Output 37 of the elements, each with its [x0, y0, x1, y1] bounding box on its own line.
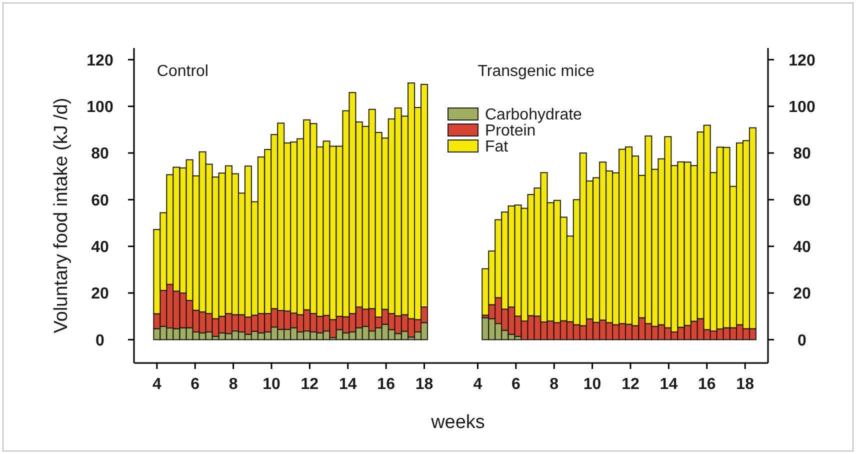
y-tick-label: 0 [96, 332, 105, 350]
legend-label: Fat [485, 138, 509, 156]
x-tick-label: 16 [377, 376, 396, 393]
y-tick-label: 40 [91, 238, 109, 256]
x-tick-label: 4 [473, 376, 482, 393]
y2-tick-label: 80 [793, 146, 811, 163]
y-tick-label: 100 [86, 98, 114, 116]
y2-tick-label: 40 [793, 238, 811, 256]
y-tick-label: 60 [91, 192, 109, 210]
x-tick-label: 6 [190, 376, 200, 393]
y2-tick-label: 120 [788, 52, 816, 70]
x-tick-label: 16 [698, 376, 716, 393]
x-tick-label: 18 [415, 376, 434, 393]
x-tick-label: 6 [511, 376, 520, 393]
x-tick-label: 18 [736, 376, 754, 393]
y2-tick-label: 100 [788, 98, 816, 116]
legend-label: Carbohydrate [485, 106, 582, 124]
x-tick-label: 10 [262, 376, 280, 393]
x-tick-label: 12 [300, 376, 319, 393]
x-tick-label: 14 [660, 376, 678, 393]
y2-tick-label: 60 [793, 192, 811, 210]
y2-tick-label: 0 [798, 332, 807, 350]
x-tick-label: 10 [583, 376, 602, 393]
text: Transgenic mice [478, 63, 595, 80]
x-tick-label: 8 [228, 376, 238, 393]
x-tick-label: 8 [550, 376, 559, 393]
x-tick-label: 4 [152, 376, 162, 393]
text: Control [156, 63, 208, 80]
x-tick-label: 12 [622, 376, 640, 393]
x-tick-label: 14 [338, 376, 357, 393]
x-axis-title: weeks [430, 412, 485, 433]
y2-tick-label: 20 [793, 286, 811, 303]
legend-label: Protein [485, 122, 536, 140]
y-tick-label: 20 [91, 286, 109, 303]
y-tick-label: 120 [86, 52, 114, 70]
y-axis-title: Voluntary food intake (kJ /d) [51, 98, 72, 334]
y-tick-label: 80 [91, 146, 109, 163]
